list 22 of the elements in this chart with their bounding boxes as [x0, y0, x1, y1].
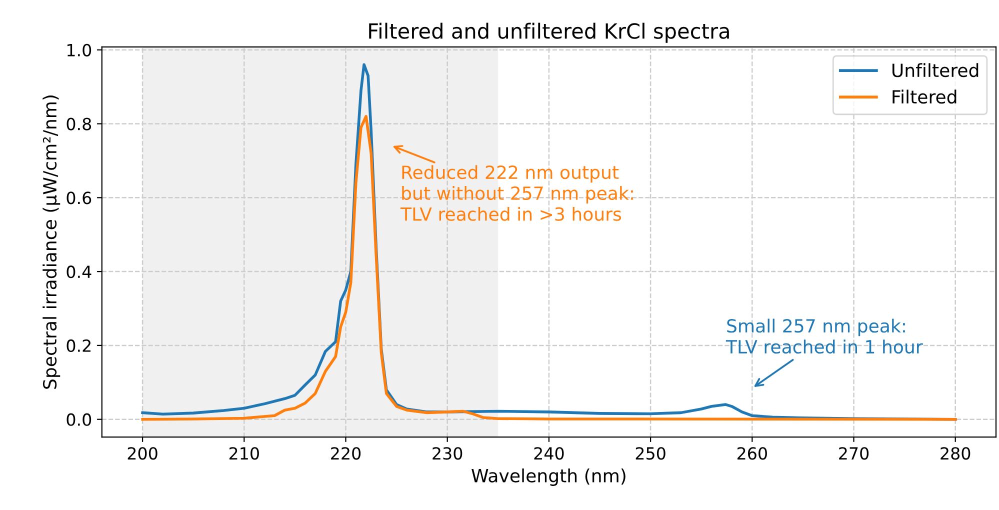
x-tick-label: 270 [839, 447, 869, 460]
annotation: Reduced 222 nm output but without 257 nm peak: TLV reached in >3 hours [400, 165, 633, 221]
legend-label: Unfiltered [892, 63, 978, 78]
x-tick-label: 230 [432, 447, 462, 460]
x-tick-label: 210 [229, 447, 259, 460]
x-tick-label: 200 [128, 447, 158, 460]
y-tick-label: 0.0 [66, 413, 92, 426]
x-tick-label: 240 [534, 447, 564, 460]
y-tick-label: 0.6 [66, 192, 92, 204]
y-tick-label: 0.2 [66, 339, 91, 352]
y-tick-label: 0.8 [66, 118, 92, 130]
annotation: Small 257 nm peak: TLV reached in 1 hour [726, 318, 923, 354]
y-axis-title: Spectral irradiance (µW/cm²/nm) [42, 96, 60, 389]
y-tick-label: 1.0 [68, 44, 92, 56]
y-tick-label: 0.4 [66, 266, 92, 278]
x-tick-label: 260 [737, 447, 767, 460]
legend-label: Filtered [892, 90, 956, 104]
x-tick-label: 250 [636, 447, 666, 460]
chart-title: Filtered and unfiltered KrCl spectra [369, 22, 729, 43]
x-tick-label: 220 [331, 447, 361, 460]
x-tick-label: 280 [940, 447, 970, 460]
x-axis-title: Wavelength (nm) [472, 468, 626, 486]
